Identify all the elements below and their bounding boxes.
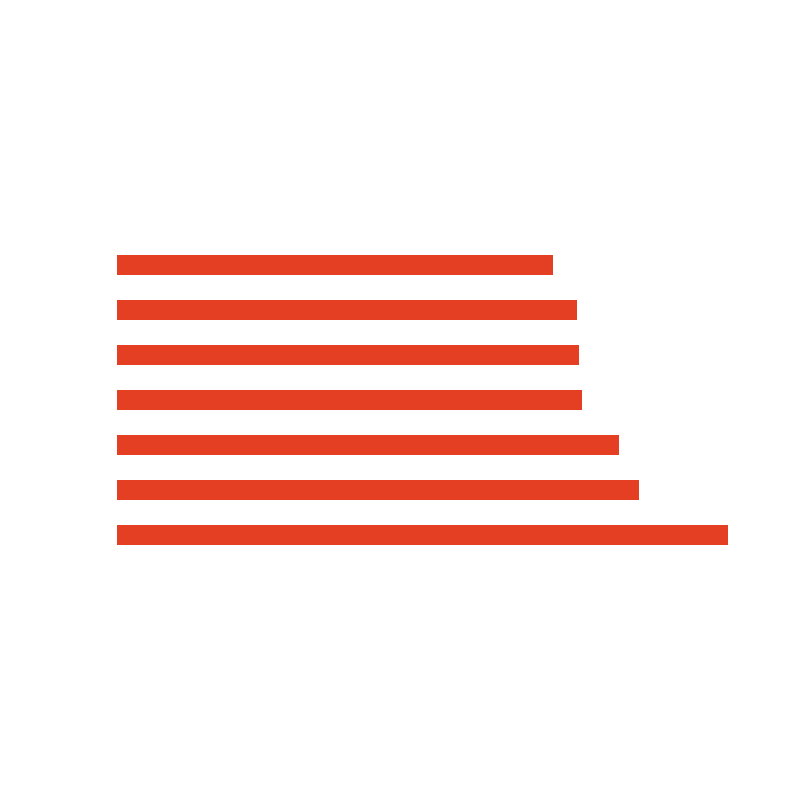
bar [117, 480, 639, 500]
bar [117, 525, 728, 545]
bar [117, 255, 553, 275]
bar [117, 435, 619, 455]
bar [117, 345, 579, 365]
bar [117, 300, 577, 320]
bar [117, 390, 582, 410]
